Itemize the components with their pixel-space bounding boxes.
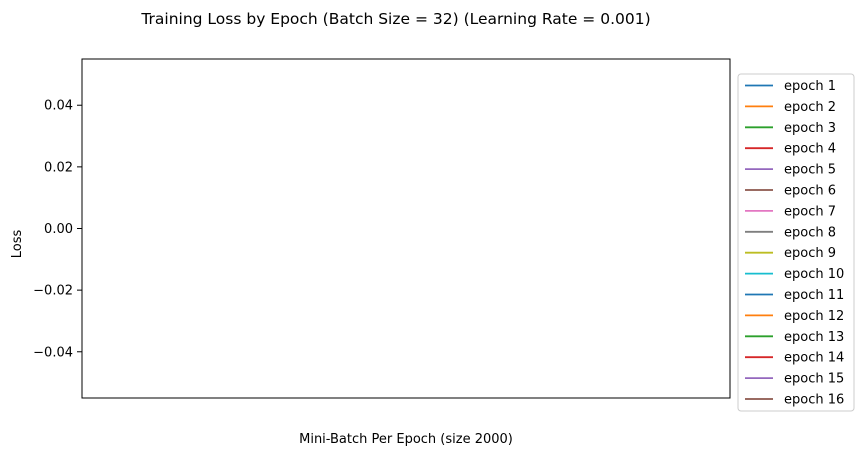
legend-entry: epoch 2	[745, 100, 836, 115]
legend-label: epoch 2	[784, 100, 836, 115]
x-axis-label: Mini-Batch Per Epoch (size 2000)	[299, 432, 513, 447]
legend-label: epoch 8	[784, 225, 836, 240]
legend-entry: epoch 9	[745, 246, 836, 261]
legend-entry: epoch 7	[745, 204, 836, 219]
legend-label: epoch 5	[784, 163, 836, 178]
legend-entry: epoch 1	[745, 79, 836, 94]
legend-entry: epoch 3	[745, 121, 836, 136]
legend-entry: epoch 11	[745, 288, 844, 303]
y-tick-label: 0.04	[44, 99, 73, 114]
legend-label: epoch 6	[784, 184, 836, 199]
legend-entry: epoch 4	[745, 142, 836, 157]
legend-entry: epoch 6	[745, 184, 836, 199]
plot-frame	[81, 58, 731, 399]
legend-entry: epoch 10	[745, 267, 844, 282]
legend-entry: epoch 14	[745, 351, 844, 366]
legend-label: epoch 13	[784, 330, 844, 345]
legend-label: epoch 10	[784, 267, 844, 282]
legend-label: epoch 9	[784, 246, 836, 261]
legend-label: epoch 16	[784, 393, 844, 408]
legend-entry: epoch 15	[745, 372, 844, 387]
y-tick-label: −0.04	[33, 345, 73, 360]
legend-label: epoch 3	[784, 121, 836, 136]
legend-label: epoch 15	[784, 372, 844, 387]
y-tick-label: 0.02	[44, 160, 73, 175]
legend-entry: epoch 8	[745, 225, 836, 240]
legend-entry: epoch 12	[745, 309, 844, 324]
legend-label: epoch 1	[784, 79, 836, 94]
y-axis-label: Loss	[10, 230, 25, 259]
y-tick-label: −0.02	[33, 284, 73, 299]
legend-frame	[737, 73, 855, 412]
chart-title: Training Loss by Epoch (Batch Size = 32)…	[140, 10, 650, 28]
legend-entry: epoch 13	[745, 330, 844, 345]
y-tick-label: 0.00	[44, 222, 73, 237]
legend-label: epoch 12	[784, 309, 844, 324]
legend-entry: epoch 16	[745, 393, 844, 408]
legend-label: epoch 7	[784, 204, 836, 219]
legend-label: epoch 11	[784, 288, 844, 303]
y-axis: 0.04 0.02 0.00 −0.02 −0.04	[33, 99, 82, 360]
legend-label: epoch 14	[784, 351, 844, 366]
legend: epoch 1 epoch 2 epoch 3 epoch 4 epoch 5 epoch…	[737, 73, 855, 412]
plot-area	[81, 58, 731, 399]
legend-entry: epoch 5	[745, 163, 836, 178]
legend-label: epoch 4	[784, 142, 836, 157]
